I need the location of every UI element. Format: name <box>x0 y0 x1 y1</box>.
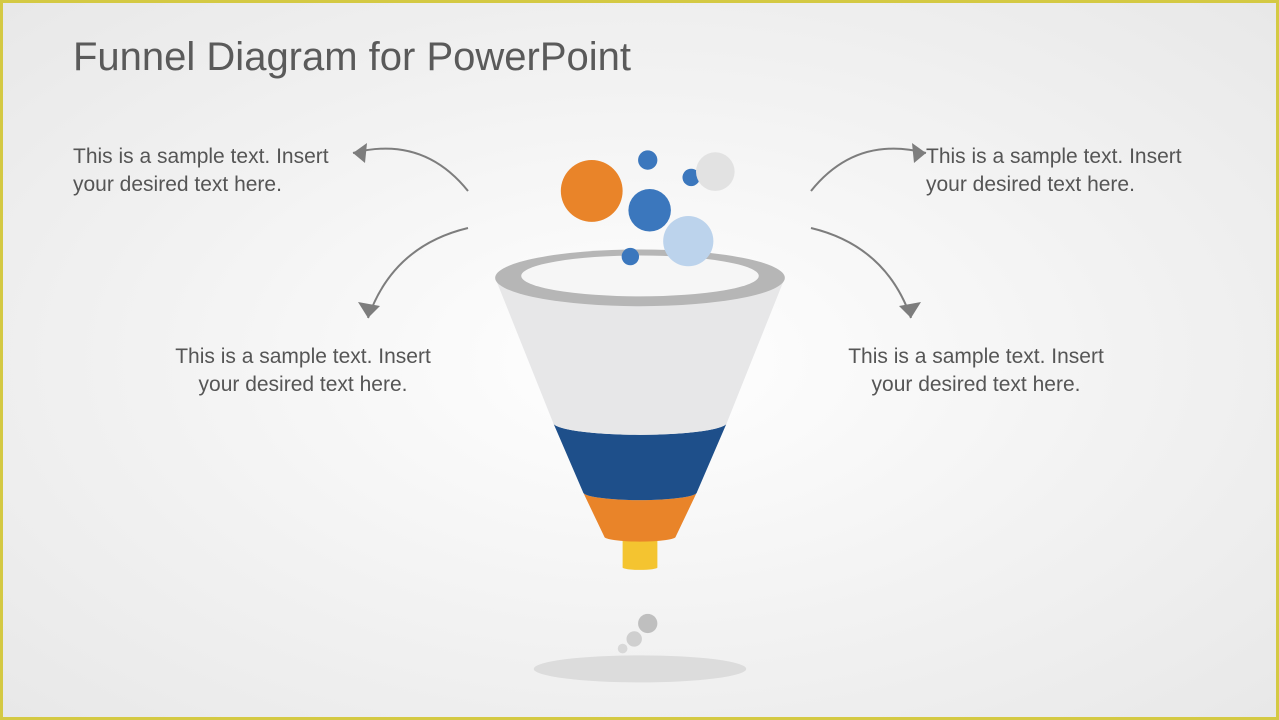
bubble-1 <box>638 150 657 169</box>
bubble-2 <box>628 189 670 231</box>
bubble-6 <box>663 216 713 266</box>
drip-1 <box>626 631 641 646</box>
callout-top-left: This is a sample text. Insert your desir… <box>73 143 353 200</box>
funnel-rim-inner <box>521 255 759 296</box>
drip-0 <box>638 614 657 633</box>
bubble-4 <box>696 152 735 191</box>
bubble-5 <box>621 248 638 265</box>
slide-frame: Funnel Diagram for PowerPoint This is a … <box>0 0 1279 720</box>
bubble-0 <box>560 160 622 222</box>
funnel-diagram <box>390 133 890 693</box>
callout-top-right: This is a sample text. Insert your desir… <box>926 143 1206 200</box>
slide-title: Funnel Diagram for PowerPoint <box>73 35 631 80</box>
drip-2 <box>617 644 627 654</box>
